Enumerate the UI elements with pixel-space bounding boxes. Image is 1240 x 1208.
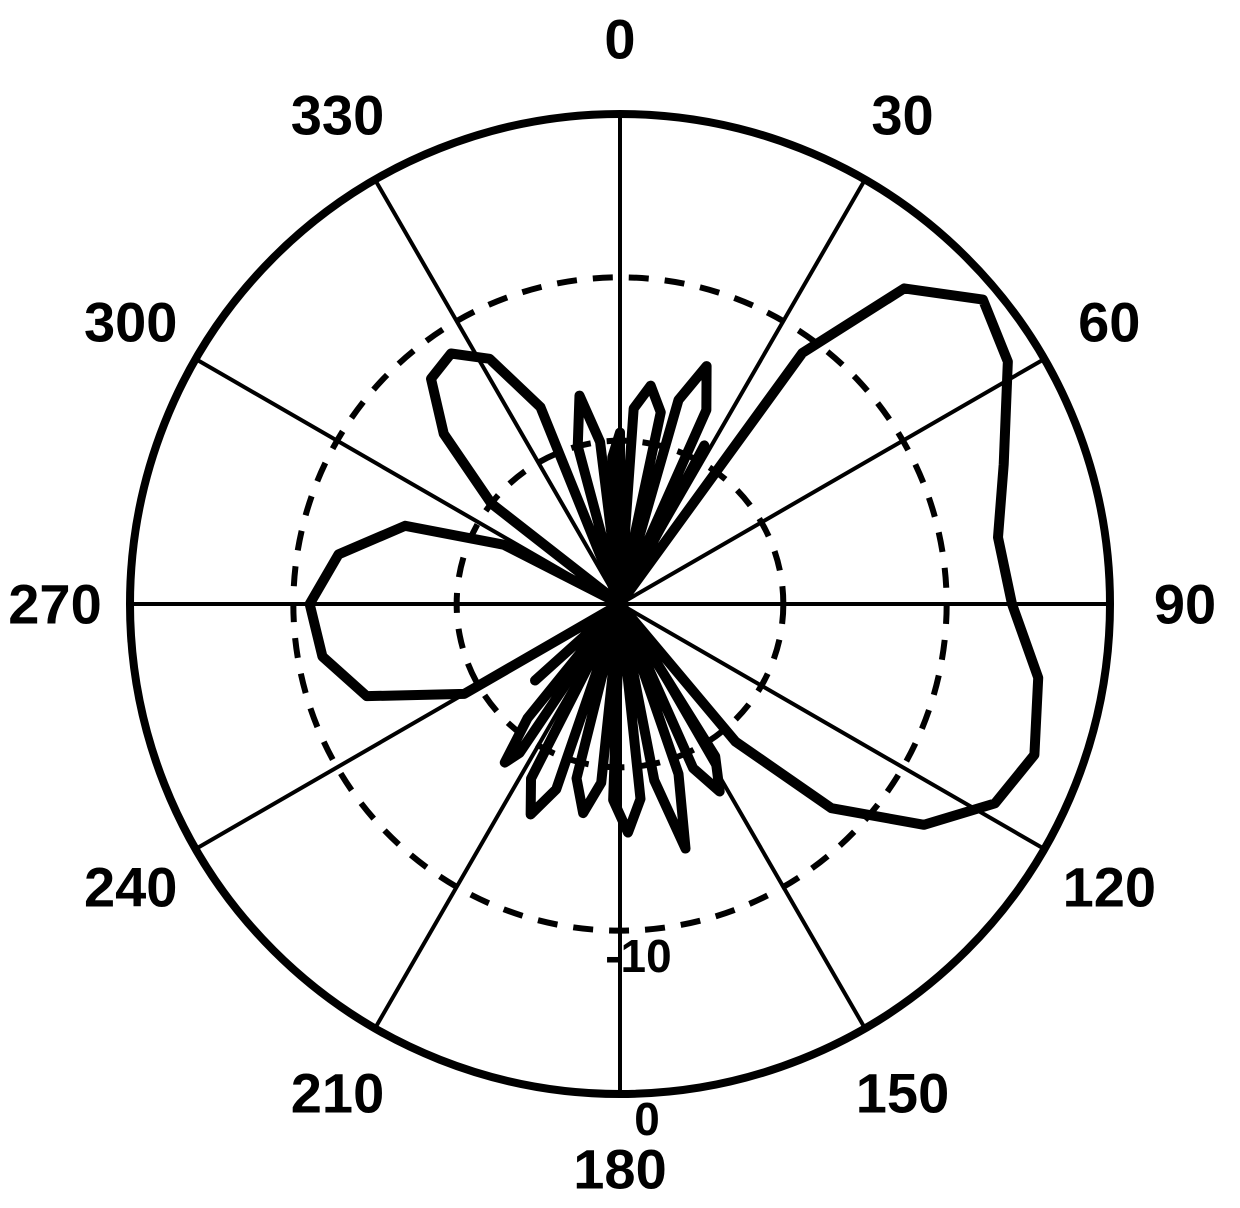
angle-label-210: 210 — [291, 1061, 384, 1126]
angle-label-300: 300 — [84, 289, 177, 354]
radial-label-0: 0 — [634, 1092, 660, 1146]
angle-label-0: 0 — [604, 7, 635, 72]
angle-label-330: 330 — [291, 82, 384, 147]
angle-label-120: 120 — [1063, 854, 1156, 919]
angle-label-270: 270 — [8, 572, 101, 637]
polar-radiation-chart: 03060901201501802102402703003300-10 — [0, 0, 1240, 1208]
angle-label-150: 150 — [856, 1061, 949, 1126]
angle-label-60: 60 — [1078, 289, 1140, 354]
angle-label-30: 30 — [871, 82, 933, 147]
radial-label--10: -10 — [605, 929, 671, 983]
angle-label-240: 240 — [84, 854, 177, 919]
angle-label-90: 90 — [1154, 572, 1216, 637]
polar-svg — [0, 0, 1240, 1208]
